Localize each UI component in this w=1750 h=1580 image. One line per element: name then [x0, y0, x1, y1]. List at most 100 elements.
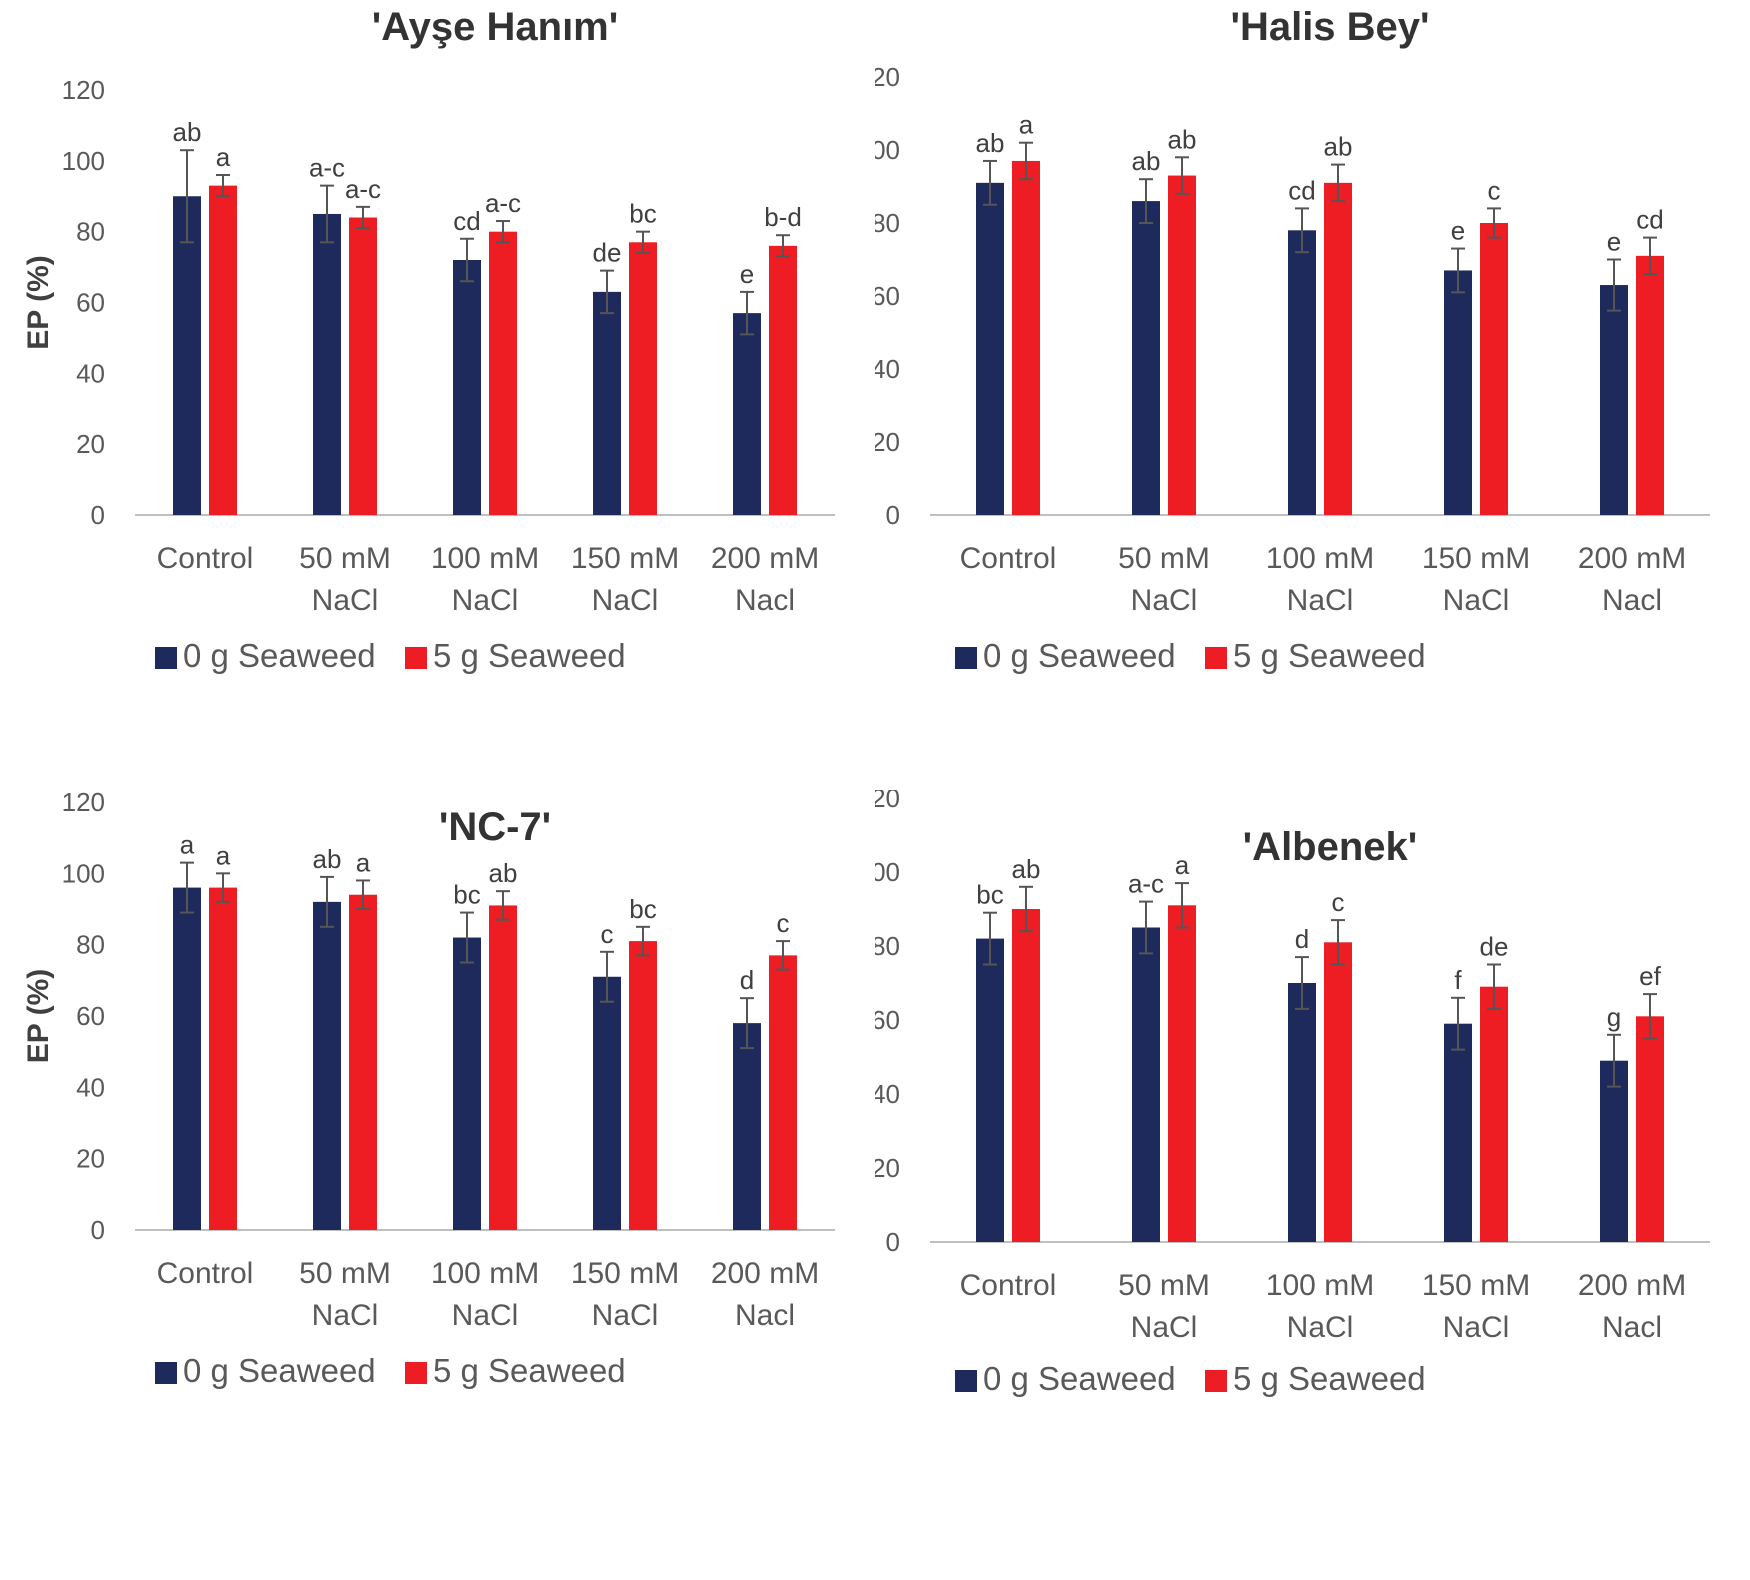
bar-0g-seaweed	[1444, 1023, 1472, 1242]
y-axis-label: EP (%)	[22, 969, 55, 1063]
significance-label: a	[180, 830, 195, 860]
y-tick-label: 60	[76, 1001, 105, 1031]
bar-5g-seaweed	[769, 245, 797, 516]
x-category-label: Nacl	[735, 584, 795, 617]
bar-5g-seaweed	[1012, 160, 1040, 515]
y-tick-label: 120	[875, 790, 900, 813]
x-category-label: NaCl	[452, 584, 519, 617]
bar-0g-seaweed	[1600, 1060, 1628, 1242]
significance-label: a-c	[345, 174, 381, 204]
y-tick-label: 40	[875, 1079, 900, 1109]
significance-label: a	[1175, 850, 1190, 880]
x-category-label: 100 mM	[1266, 542, 1374, 575]
significance-label: ab	[313, 844, 342, 874]
x-category-label: 100 mM	[431, 1257, 539, 1290]
significance-label: c	[1488, 175, 1501, 205]
y-tick-label: 20	[875, 1153, 900, 1183]
y-tick-label: 0	[91, 500, 105, 530]
bar-5g-seaweed	[209, 887, 237, 1230]
legend-swatch-5g	[405, 1362, 427, 1384]
x-category-label: Nacl	[735, 1299, 795, 1332]
chart-panel-halis-bey: 'Halis Bey'EP (%)020406080100120Controla…	[875, 0, 1750, 790]
bar-0g-seaweed	[976, 182, 1004, 515]
bar-5g-seaweed	[1480, 986, 1508, 1242]
legend-swatch-5g	[1205, 1370, 1227, 1392]
x-category-label: 200 mM	[711, 1257, 819, 1290]
significance-label: a-c	[309, 153, 345, 183]
significance-label: c	[1332, 887, 1345, 917]
bar-chart-albenek: 'Albenek'EP (%)020406080100120Controlbca…	[875, 790, 1710, 1397]
bar-0g-seaweed	[733, 1023, 761, 1230]
x-category-label: NaCl	[1287, 584, 1354, 617]
bar-0g-seaweed	[1132, 927, 1160, 1242]
x-category-label: Control	[157, 542, 254, 575]
significance-label: a	[216, 840, 231, 870]
y-tick-label: 100	[875, 135, 900, 165]
bar-chart-halis-bey: 'Halis Bey'EP (%)020406080100120Controla…	[875, 5, 1710, 674]
chart-panel-nc-7: 'NC-7' EP (%) 0 20 40 60 80 100 120 Control a a 50 m…	[0, 790, 875, 1580]
significance-label: c	[601, 919, 614, 949]
significance-label: d	[1295, 924, 1309, 954]
y-tick-label: 40	[875, 354, 900, 384]
bar-5g-seaweed	[1636, 255, 1664, 515]
bar-5g-seaweed	[1168, 175, 1196, 516]
x-category-label: NaCl	[312, 1299, 379, 1332]
significance-label: bc	[629, 894, 656, 924]
x-category-label: NaCl	[1131, 584, 1198, 617]
y-tick-label: 0	[886, 500, 900, 530]
significance-label: bc	[976, 880, 1003, 910]
x-category-label: NaCl	[1287, 1311, 1354, 1344]
x-category-label: 150 mM	[1422, 1269, 1530, 1302]
x-category-label: Control	[960, 1269, 1057, 1302]
bar-5g-seaweed	[1324, 942, 1352, 1242]
significance-label: e	[1451, 216, 1465, 246]
legend-swatch-0g	[955, 647, 977, 669]
y-tick-label: 100	[62, 146, 105, 176]
bar-5g-seaweed	[1480, 223, 1508, 515]
y-tick-label: 20	[875, 427, 900, 457]
bar-0g-seaweed	[593, 291, 621, 515]
y-tick-label: 0	[91, 1215, 105, 1245]
significance-label: c	[777, 908, 790, 938]
bar-5g-seaweed	[1324, 182, 1352, 515]
x-category-label: NaCl	[1443, 584, 1510, 617]
y-tick-label: 120	[875, 62, 900, 92]
significance-label: bc	[453, 880, 480, 910]
chart-panel-albenek: 'Albenek'EP (%)020406080100120Controlbca…	[875, 790, 1750, 1580]
bar-0g-seaweed	[1132, 201, 1160, 515]
x-category-label: 50 mM	[1118, 542, 1210, 575]
x-category-label: NaCl	[312, 584, 379, 617]
y-tick-label: 120	[62, 75, 105, 105]
y-tick-label: 0	[886, 1227, 900, 1257]
y-tick-label: 40	[76, 358, 105, 388]
y-tick-label: 80	[875, 931, 900, 961]
significance-label: d	[740, 965, 754, 995]
x-category-label: 200 mM	[711, 542, 819, 575]
bar-5g-seaweed	[209, 185, 237, 515]
y-tick-label: 40	[76, 1072, 105, 1102]
legend-label: 5 g Seaweed	[1233, 637, 1426, 674]
significance-label: bc	[629, 199, 656, 229]
significance-label: f	[1454, 965, 1462, 995]
bar-5g-seaweed	[629, 941, 657, 1230]
bar-5g-seaweed	[489, 231, 517, 515]
y-tick-label: 100	[875, 857, 900, 887]
x-category-label: NaCl	[1131, 1311, 1198, 1344]
bar-0g-seaweed	[1288, 983, 1316, 1242]
significance-label: g	[1607, 1002, 1621, 1032]
bar-0g-seaweed	[313, 213, 341, 516]
bar-0g-seaweed	[173, 887, 201, 1230]
bar-5g-seaweed	[629, 242, 657, 515]
bar-0g-seaweed	[976, 938, 1004, 1242]
legend-label: 5 g Seaweed	[1233, 1360, 1426, 1397]
bar-0g-seaweed	[313, 901, 341, 1230]
x-category-label: NaCl	[592, 584, 659, 617]
bar-5g-seaweed	[349, 217, 377, 515]
x-category-label: Nacl	[1602, 584, 1662, 617]
significance-label: ab	[1012, 854, 1041, 884]
significance-label: a	[216, 142, 231, 172]
bar-5g-seaweed	[769, 955, 797, 1230]
significance-label: de	[593, 238, 622, 268]
legend-swatch-0g	[155, 647, 177, 669]
